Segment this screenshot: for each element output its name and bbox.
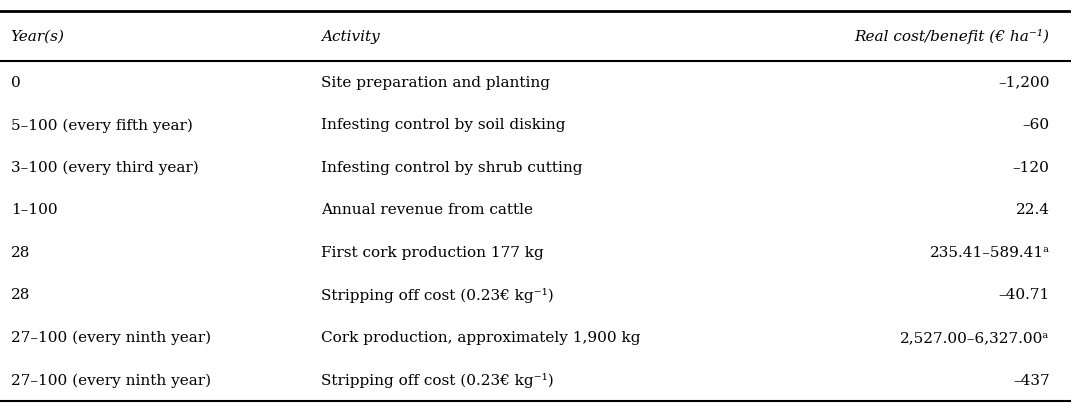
Text: 2,527.00–6,327.00ᵃ: 2,527.00–6,327.00ᵃ [901, 330, 1050, 344]
Text: –60: –60 [1023, 118, 1050, 132]
Text: –1,200: –1,200 [998, 76, 1050, 90]
Text: 3–100 (every third year): 3–100 (every third year) [11, 160, 198, 175]
Text: Stripping off cost (0.23€ kg⁻¹): Stripping off cost (0.23€ kg⁻¹) [321, 372, 554, 387]
Text: Cork production, approximately 1,900 kg: Cork production, approximately 1,900 kg [321, 330, 640, 344]
Text: Stripping off cost (0.23€ kg⁻¹): Stripping off cost (0.23€ kg⁻¹) [321, 287, 554, 302]
Text: 1–100: 1–100 [11, 203, 58, 217]
Text: –437: –437 [1013, 373, 1050, 387]
Text: Site preparation and planting: Site preparation and planting [321, 76, 550, 90]
Text: 27–100 (every ninth year): 27–100 (every ninth year) [11, 330, 211, 344]
Text: 0: 0 [11, 76, 20, 90]
Text: 27–100 (every ninth year): 27–100 (every ninth year) [11, 373, 211, 387]
Text: Infesting control by shrub cutting: Infesting control by shrub cutting [321, 160, 583, 174]
Text: 5–100 (every fifth year): 5–100 (every fifth year) [11, 118, 193, 132]
Text: Year(s): Year(s) [11, 30, 64, 44]
Text: –40.71: –40.71 [998, 288, 1050, 302]
Text: Real cost/benefit (€ ha⁻¹): Real cost/benefit (€ ha⁻¹) [855, 29, 1050, 44]
Text: 28: 28 [11, 245, 30, 259]
Text: Annual revenue from cattle: Annual revenue from cattle [321, 203, 533, 217]
Text: Infesting control by soil disking: Infesting control by soil disking [321, 118, 565, 132]
Text: 28: 28 [11, 288, 30, 302]
Text: 235.41–589.41ᵃ: 235.41–589.41ᵃ [930, 245, 1050, 259]
Text: First cork production 177 kg: First cork production 177 kg [321, 245, 544, 259]
Text: –120: –120 [1013, 160, 1050, 174]
Text: Activity: Activity [321, 30, 380, 44]
Text: 22.4: 22.4 [1015, 203, 1050, 217]
